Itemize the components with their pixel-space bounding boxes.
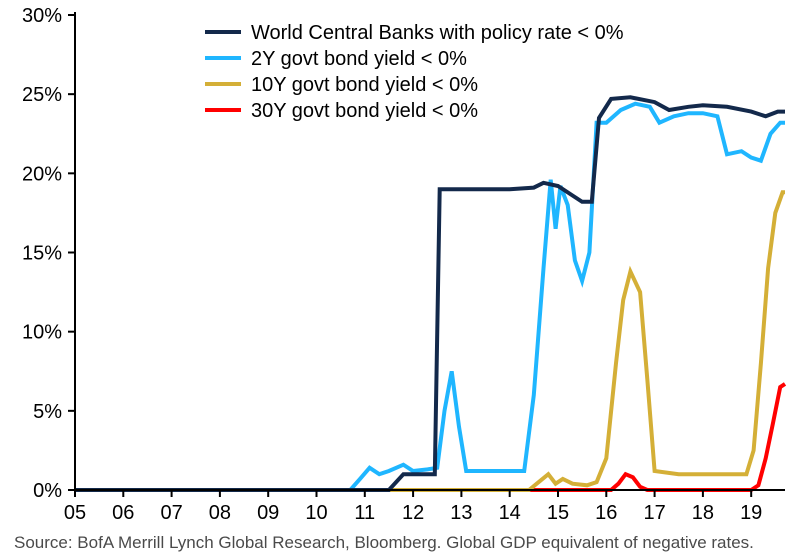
x-tick-label: 13 bbox=[450, 502, 472, 524]
x-tick-label: 09 bbox=[257, 502, 279, 524]
x-tick-label: 10 bbox=[305, 502, 327, 524]
legend-label-y2: 2Y govt bond yield < 0% bbox=[251, 48, 467, 70]
x-tick-label: 05 bbox=[64, 502, 86, 524]
legend-swatch-y2 bbox=[205, 56, 241, 60]
x-tick-label: 15 bbox=[547, 502, 569, 524]
x-tick-label: 14 bbox=[499, 502, 521, 524]
y-tick-label: 10% bbox=[22, 322, 62, 344]
y-tick-label: 5% bbox=[33, 401, 62, 423]
chart-container: { "chart": { "type": "line", "width": 80… bbox=[0, 0, 800, 557]
legend-swatch-policy bbox=[205, 30, 241, 34]
line-chart: 0% 5% 10% 15% 20% 25% 30% 05 06 07 08 09 10 11 12 13 14 1… bbox=[0, 0, 800, 557]
y-tick-label: 20% bbox=[22, 163, 62, 185]
legend-swatch-y30 bbox=[205, 108, 241, 112]
x-tick-label: 06 bbox=[112, 502, 134, 524]
y-tick-label: 15% bbox=[22, 243, 62, 265]
y-tick-label: 0% bbox=[33, 480, 62, 502]
x-tick-label: 16 bbox=[595, 502, 617, 524]
y-tick-label: 30% bbox=[22, 5, 62, 27]
x-tick-label: 07 bbox=[160, 502, 182, 524]
legend-label-y10: 10Y govt bond yield < 0% bbox=[251, 74, 478, 96]
legend-label-policy: World Central Banks with policy rate < 0… bbox=[251, 22, 624, 44]
x-tick-label: 11 bbox=[354, 502, 375, 524]
x-tick-label: 18 bbox=[692, 502, 714, 524]
x-tick-label: 19 bbox=[740, 502, 762, 524]
source-text: Source: BofA Merrill Lynch Global Resear… bbox=[14, 533, 754, 552]
x-tick-label: 08 bbox=[209, 502, 231, 524]
legend-label-y30: 30Y govt bond yield < 0% bbox=[251, 100, 478, 122]
x-tick-label: 12 bbox=[402, 502, 424, 524]
y-tick-label: 25% bbox=[22, 84, 62, 106]
x-tick-label: 17 bbox=[643, 502, 665, 524]
legend-swatch-y10 bbox=[205, 82, 241, 86]
